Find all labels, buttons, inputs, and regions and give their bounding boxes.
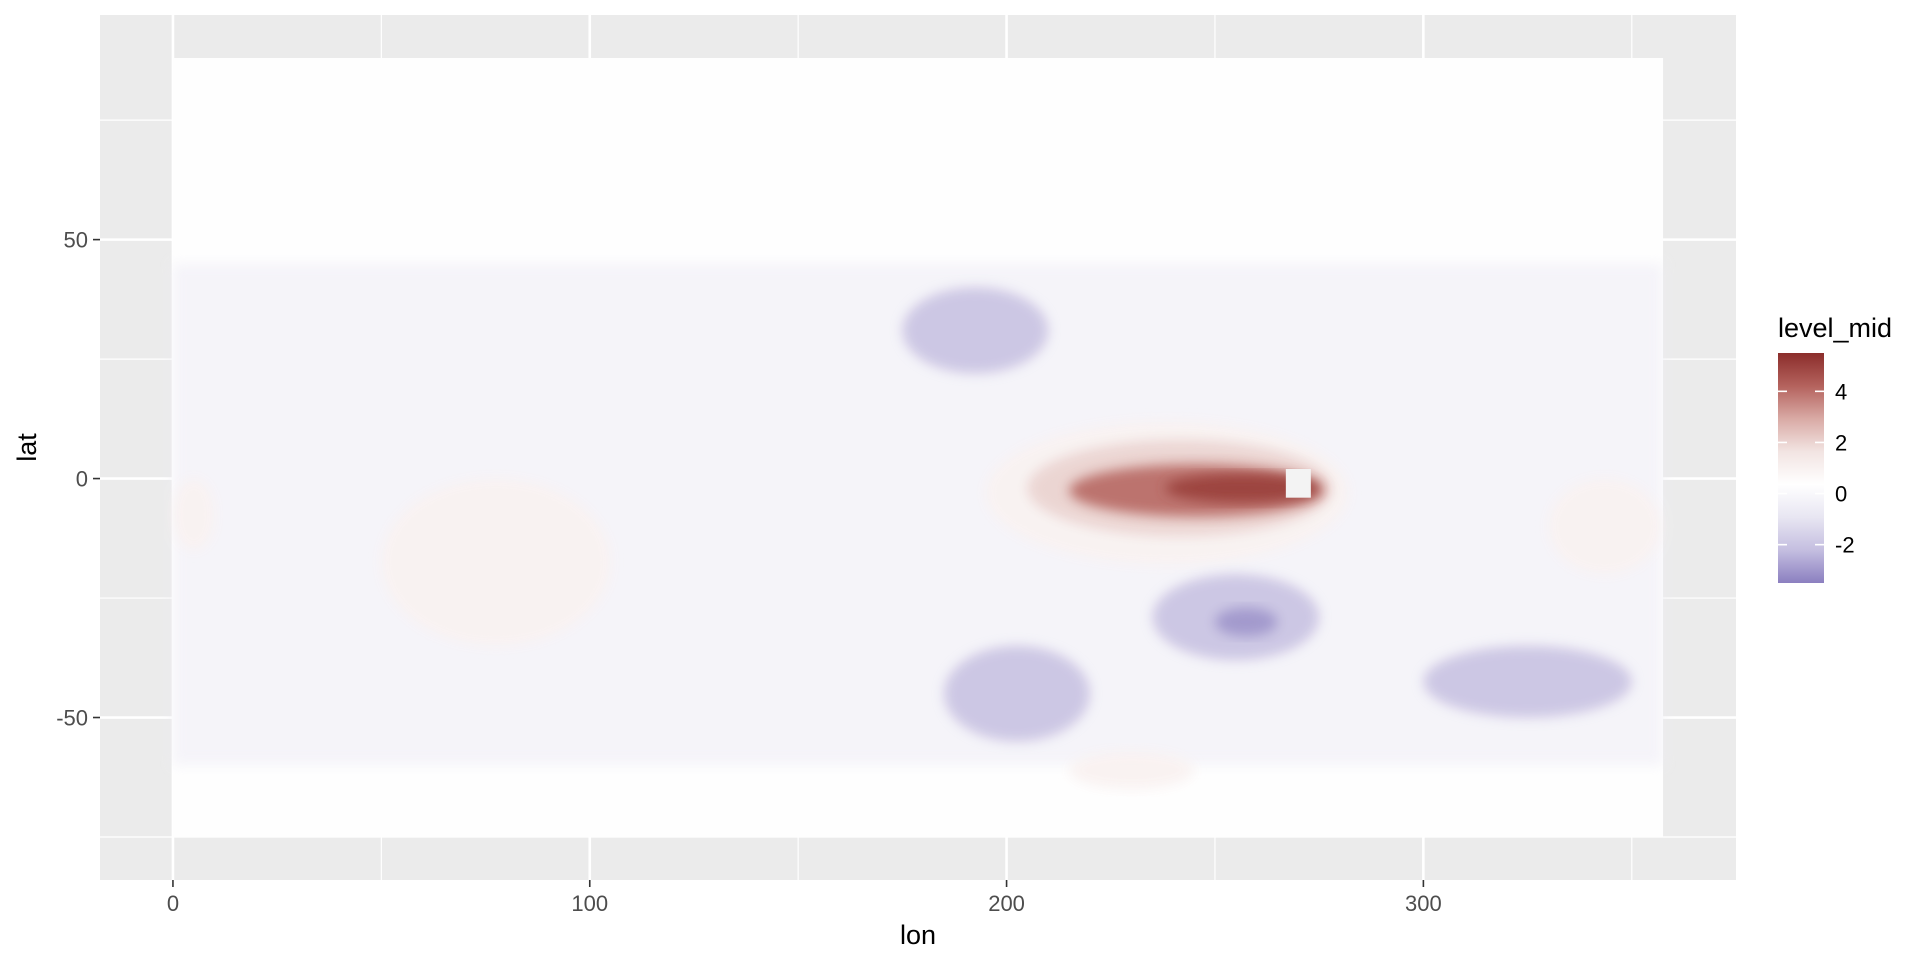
- y-axis-title: lat: [12, 433, 42, 462]
- legend-tick-label: 4: [1835, 379, 1847, 404]
- legend-colorbar: [1778, 353, 1824, 583]
- contour-region: [1214, 607, 1278, 637]
- contour-region: [172, 478, 215, 551]
- contour-region: [1423, 645, 1632, 718]
- contour-region: [1548, 478, 1661, 575]
- contour-region: [944, 645, 1090, 742]
- y-tick-label: 50: [64, 228, 88, 253]
- y-axis: -50 0 50: [56, 228, 100, 731]
- data-field: [172, 58, 1664, 837]
- contour-region: [381, 478, 611, 646]
- x-tick-label: 200: [988, 891, 1025, 916]
- x-tick-label: 300: [1405, 891, 1442, 916]
- x-axis: 0 100 200 300: [167, 880, 1442, 916]
- legend: level_mid -2 0 2 4: [1778, 313, 1892, 583]
- legend-tick-label: -2: [1835, 533, 1855, 558]
- missing-data-cell: [1285, 469, 1311, 498]
- legend-tick-label: 2: [1835, 430, 1847, 455]
- x-axis-title: lon: [900, 920, 936, 950]
- contour-region: [902, 287, 1049, 374]
- y-tick-label: -50: [56, 706, 88, 731]
- contour-region: [1164, 473, 1320, 503]
- x-tick-label: 100: [571, 891, 608, 916]
- x-tick-label: 0: [167, 891, 179, 916]
- legend-tick-label: 0: [1835, 482, 1847, 507]
- y-tick-label: 0: [76, 467, 88, 492]
- legend-ticks: -2 0 2 4: [1778, 379, 1855, 558]
- legend-title: level_mid: [1778, 313, 1892, 343]
- contour-region: [1069, 750, 1195, 790]
